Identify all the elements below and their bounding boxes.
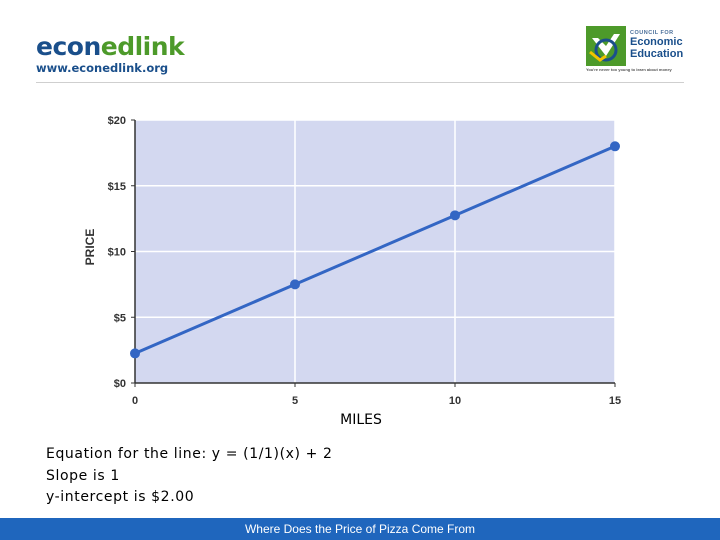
x-tick-label: 5	[292, 395, 298, 407]
price-line-chart: $0 $5 $10 $15 $20 0 5 10 15 MILES PRICE	[83, 115, 621, 428]
logo-wordmark-econ: econ	[36, 32, 101, 61]
caption-intercept: y-intercept is $2.00	[46, 489, 195, 505]
data-point	[610, 141, 620, 152]
header-divider	[36, 82, 684, 83]
data-point	[290, 279, 300, 290]
y-tick-label: $0	[114, 378, 126, 390]
council-line3: Education	[630, 48, 684, 60]
x-axis-label: MILES	[340, 412, 382, 428]
logo-wordmark-edlink: edlink	[100, 32, 185, 61]
council-badge-icon	[586, 26, 626, 66]
footer-bar: Where Does the Price of Pizza Come From	[0, 518, 720, 540]
council-text: COUNCIL FOR Economic Education	[630, 30, 683, 60]
data-point	[130, 348, 140, 359]
y-tick-label: $5	[114, 312, 126, 324]
x-tick-label: 10	[449, 395, 461, 407]
y-axis-label: PRICE	[83, 229, 97, 266]
caption-equation: Equation for the line: y = (1/1)(x) + 2	[46, 446, 333, 462]
footer-title: Where Does the Price of Pizza Come From	[244, 522, 476, 536]
council-line2: Economic	[630, 36, 683, 48]
y-tick-label: $10	[108, 247, 126, 259]
x-tick-label: 15	[609, 395, 621, 407]
y-tick-label: $15	[108, 181, 126, 193]
council-line1: COUNCIL FOR	[630, 30, 674, 36]
x-tick-label: 0	[132, 395, 138, 407]
econedlink-logo: econedlink www.econedlink.org	[36, 32, 185, 76]
y-tick-label: $20	[108, 115, 126, 127]
data-point	[450, 210, 460, 221]
equation-caption: Equation for the line: y = (1/1)(x) + 2 …	[46, 444, 333, 509]
council-tagline: You're never too young to learn about mo…	[586, 67, 672, 72]
council-logo: COUNCIL FOR Economic Education You're ne…	[586, 26, 690, 78]
caption-slope: Slope is 1	[46, 467, 120, 484]
econedlink-wordmark: econedlink	[36, 32, 185, 61]
series-line	[134, 144, 616, 355]
econedlink-url: www.econedlink.org	[36, 61, 169, 75]
